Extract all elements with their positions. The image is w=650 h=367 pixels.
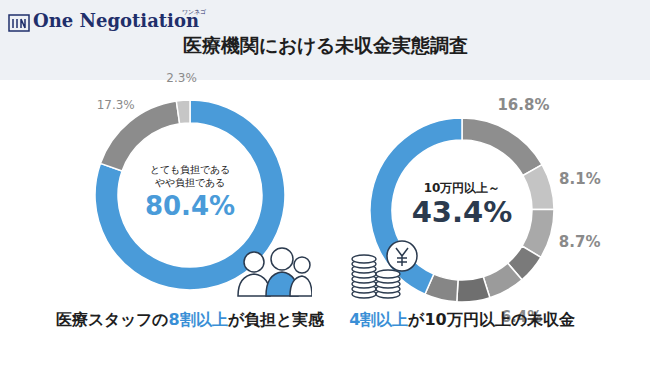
svg-text:8.1%: 8.1% bbox=[559, 170, 601, 188]
html-text:医療スタッフの8割以上が負担と実感: 医療スタッフの8割以上が負担と実感 bbox=[56, 310, 324, 329]
html-text:43.4%: 43.4% bbox=[411, 195, 513, 229]
html-text:10万円以上～: 10万円以上～ bbox=[423, 181, 501, 195]
html-text:One Negotiation: One Negotiation bbox=[33, 10, 199, 31]
html-text:80.4%: 80.4% bbox=[144, 191, 236, 221]
html-text:とても負担である: とても負担である bbox=[150, 164, 230, 175]
html-text:4割以上が10万円以上の未収金: 4割以上が10万円以上の未収金 bbox=[349, 310, 575, 329]
html-text:医療機関における未収金実態調査: 医療機関における未収金実態調査 bbox=[182, 34, 468, 56]
svg-text:8.7%: 8.7% bbox=[559, 233, 601, 251]
html-text:ワンネゴ: ワンネゴ bbox=[182, 8, 206, 15]
svg-text:16.8%: 16.8% bbox=[497, 96, 549, 114]
svg-text:2.3%: 2.3% bbox=[166, 71, 197, 85]
svg-text:17.3%: 17.3% bbox=[97, 98, 135, 112]
html-text:やや負担である: やや負担である bbox=[155, 177, 225, 188]
